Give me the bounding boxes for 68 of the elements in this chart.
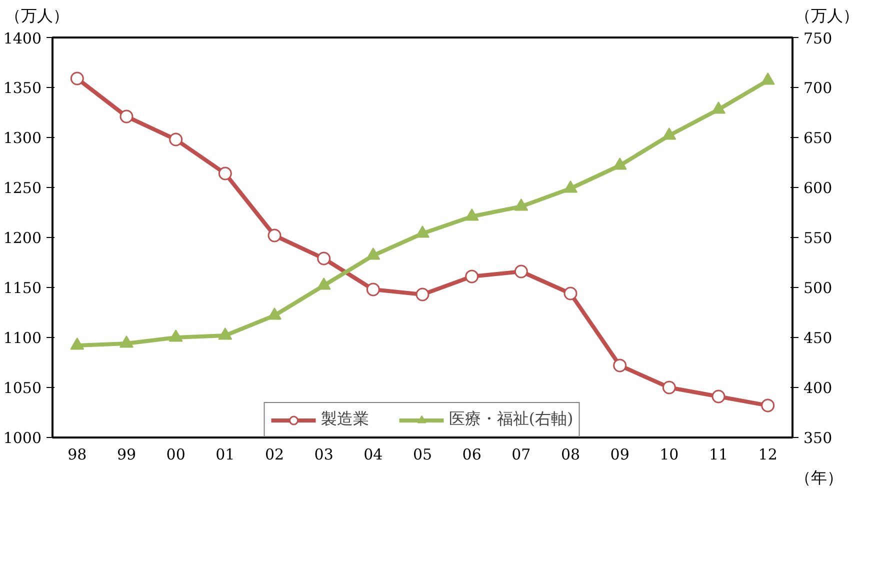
point [760,72,775,85]
point [416,288,430,302]
y2-tick-label: 700 [804,79,832,97]
point [120,110,134,124]
y2-tick-label: 400 [804,379,832,397]
point [169,132,183,146]
x-tick-label: 06 [462,446,482,464]
point [70,337,84,350]
x-tick-label: 01 [216,446,235,464]
y-tick-label: 1050 [3,379,42,397]
x-tick-label: 10 [660,446,679,464]
y2-tick-label: 350 [804,429,832,447]
point [761,398,775,412]
point [465,270,479,284]
point [564,180,578,193]
x-tick-label: 02 [264,446,284,464]
y-tick-label: 1000 [3,429,42,447]
point [366,247,380,260]
point [168,329,183,342]
point [612,157,627,170]
x-axis-title: （年） [795,467,843,489]
point [366,282,380,296]
x-tick-label: 03 [314,446,334,464]
point [613,358,627,372]
point [564,286,578,300]
point [120,335,134,348]
legend-label: 製造業 [320,409,369,430]
point [514,264,528,278]
x-tick-label: 12 [758,446,778,464]
y2-tick-label: 550 [804,229,832,247]
point [218,327,232,340]
x-tick-label: 08 [560,446,580,464]
x-tick-label: 09 [610,446,630,464]
x-tick-label: 05 [412,446,432,464]
x-tick-label: 07 [512,446,531,464]
y-tick-label: 1100 [3,329,42,347]
y2-tick-label: 500 [804,279,832,297]
y-tick-label: 1400 [3,30,42,48]
x-tick-label: 04 [364,446,383,464]
point [317,252,331,266]
legend-label: 医療・福祉(右軸) [448,409,574,430]
point [514,198,528,211]
y2-tick-label: 750 [804,30,832,48]
x-tick-label: 00 [166,446,186,464]
y2-tick-label: 450 [804,329,832,347]
point [268,307,282,320]
y-tick-label: 1350 [3,79,42,97]
point [712,390,726,404]
point [70,72,84,86]
point [268,228,282,242]
y2-axis-title: （万人） [795,5,859,27]
x-tick-label: 98 [68,446,87,464]
point [712,101,726,114]
point [464,208,479,221]
point [416,225,430,238]
point [662,127,676,140]
x-tick-label: 99 [116,446,136,464]
y-tick-label: 1150 [3,279,42,297]
y2-tick-label: 600 [804,179,832,197]
point [662,380,676,394]
x-tick-label: 11 [708,446,728,464]
y-tick-label: 1300 [3,129,42,147]
y-tick-label: 1200 [3,229,42,247]
y2-tick-label: 650 [804,129,832,147]
y-tick-label: 1250 [3,179,42,197]
y-axis-title: （万人） [5,5,69,27]
point [218,166,232,180]
point [316,277,331,290]
